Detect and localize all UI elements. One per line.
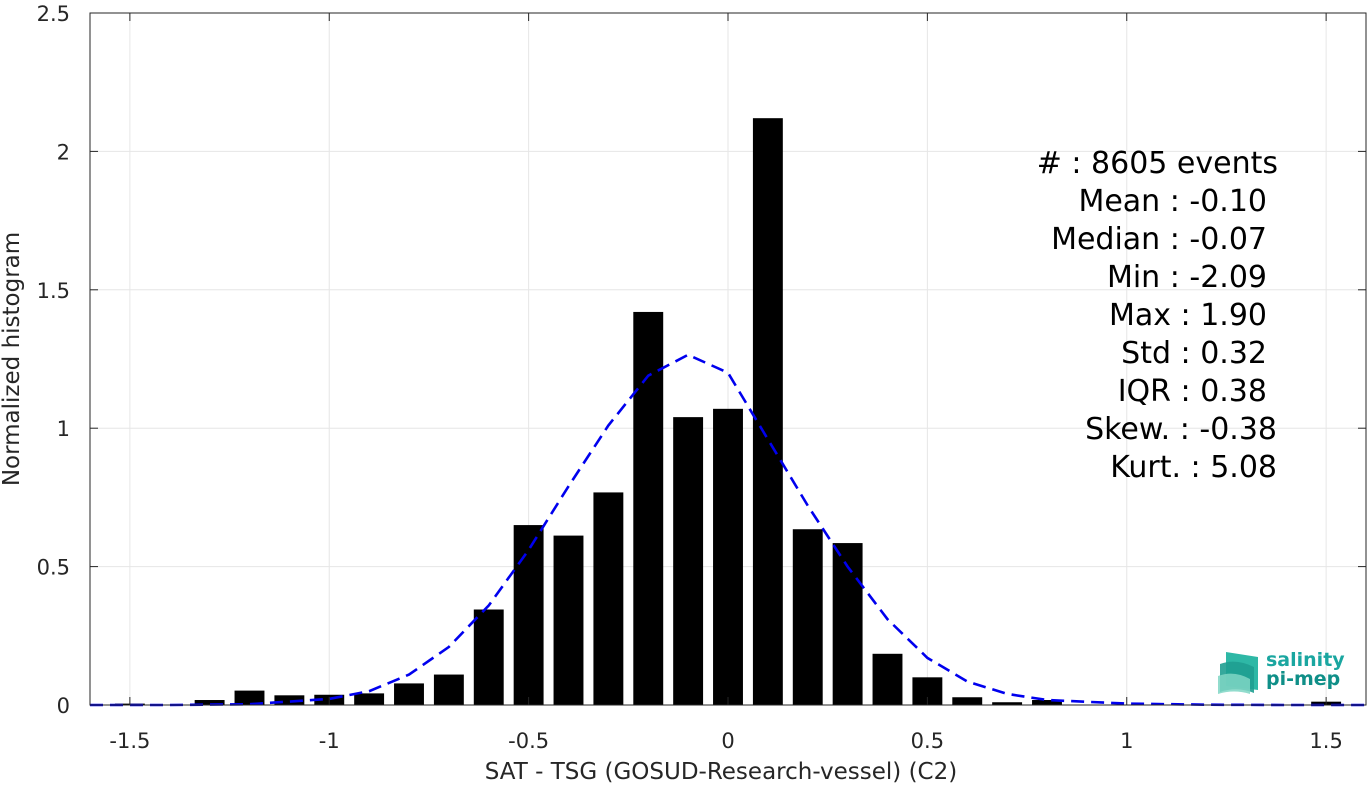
histogram-bar <box>713 408 743 705</box>
statistics-box: # : 8605 events Mean : -0.10 Median : -0… <box>1037 146 1278 485</box>
stat-min: Min : -2.09 <box>1107 260 1267 295</box>
histogram-bar <box>992 702 1023 705</box>
histogram-bar <box>513 525 544 705</box>
y-tick-label: 1.5 <box>37 279 70 303</box>
logo-wave-icon <box>1218 652 1258 694</box>
histogram-bar <box>433 674 464 705</box>
histogram-bar <box>593 492 624 705</box>
y-tick-label: 2 <box>57 140 70 164</box>
histogram-bar <box>952 697 983 705</box>
stat-skew: Skew. : -0.38 <box>1085 412 1277 447</box>
histogram-bar <box>553 535 584 705</box>
stat-mean: Mean : -0.10 <box>1078 184 1267 219</box>
x-tick-label: 0.5 <box>911 729 944 753</box>
x-tick-label: -1.5 <box>109 729 150 753</box>
y-tick-label: 1 <box>57 417 70 441</box>
y-tick-label: 2.5 <box>37 2 70 26</box>
x-tick-label: 0 <box>721 729 734 753</box>
histogram-bar <box>832 543 863 705</box>
y-axis-title: Normalized histogram <box>0 232 25 486</box>
histogram-bar <box>673 417 704 705</box>
stat-events: # : 8605 events <box>1037 146 1278 181</box>
y-tick-label: 0.5 <box>37 556 70 580</box>
histogram-bar <box>234 690 265 705</box>
x-tick-label: -1 <box>319 729 340 753</box>
histogram-bar <box>274 695 305 705</box>
y-axis-ticks: 0 0.5 1 1.5 2 2.5 <box>37 2 1366 718</box>
histogram-bar <box>354 693 385 705</box>
x-tick-label: 1.5 <box>1309 729 1342 753</box>
logo-text-pimep: pi-mep <box>1266 668 1340 690</box>
histogram-bar <box>792 529 823 705</box>
salinity-pimep-logo: salinity pi-mep <box>1218 649 1345 694</box>
histogram-bar <box>872 653 903 705</box>
stat-iqr: IQR : 0.38 <box>1118 374 1267 409</box>
histogram-bars <box>114 118 1342 705</box>
histogram-bar <box>473 609 504 705</box>
stat-kurt: Kurt. : 5.08 <box>1110 450 1277 485</box>
histogram-bar <box>394 683 424 705</box>
stat-max: Max : 1.90 <box>1109 298 1267 333</box>
x-tick-label: 1 <box>1120 729 1133 753</box>
gaussian-fit-curve <box>90 353 1366 707</box>
logo-text-salinity: salinity <box>1266 649 1345 671</box>
histogram-bar <box>1032 700 1062 705</box>
x-axis-title: SAT - TSG (GOSUD-Research-vessel) (C2) <box>485 759 957 785</box>
histogram-bar <box>752 118 783 705</box>
stat-median: Median : -0.07 <box>1051 222 1267 257</box>
y-tick-label: 0 <box>57 694 70 718</box>
stat-std: Std : 0.32 <box>1121 336 1267 371</box>
x-axis-ticks: -1.5 -1 -0.5 0 0.5 1 1.5 <box>109 13 1343 753</box>
x-tick-label: -0.5 <box>508 729 549 753</box>
histogram-bar <box>194 700 225 705</box>
